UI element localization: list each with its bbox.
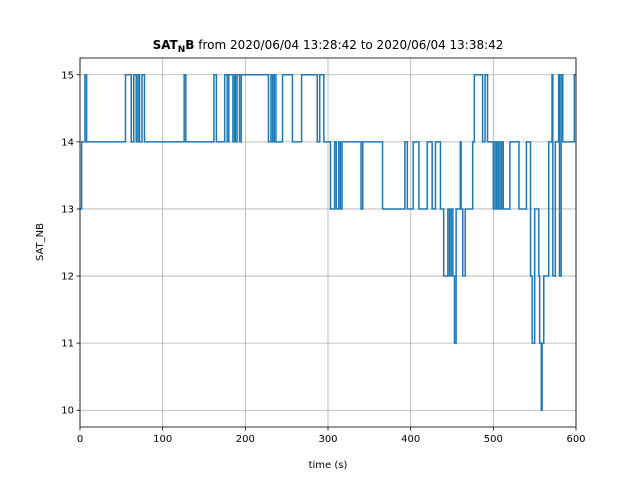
y-tick-label: 11	[61, 339, 74, 350]
x-tick-label: 600	[566, 434, 585, 445]
x-axis-label: time (s)	[309, 460, 348, 471]
title-subscript: N	[178, 45, 186, 55]
y-tick-label: 14	[61, 137, 74, 148]
y-tick-label: 12	[61, 272, 74, 283]
grid	[79, 58, 577, 427]
y-tick-label: 15	[61, 70, 74, 81]
y-tick-label: 13	[61, 204, 74, 215]
x-tick-label: 200	[236, 434, 255, 445]
series-line-sat-nb	[80, 74, 576, 411]
y-tick-label: 10	[61, 406, 74, 417]
title-bold-suffix: B	[185, 38, 194, 52]
x-tick-label: 300	[318, 434, 337, 445]
y-axis-label: SAT_NB	[35, 223, 46, 261]
x-tick-label: 0	[77, 434, 83, 445]
x-tick-label: 100	[153, 434, 172, 445]
title-bold-prefix: SAT	[153, 38, 179, 52]
x-tick-label: 400	[401, 434, 420, 445]
y-axis-ticks: 10 11 12 13 14 15	[61, 70, 80, 417]
chart-title: SATNB from 2020/06/04 13:28:42 to 2020/0…	[153, 38, 504, 55]
x-tick-label: 500	[484, 434, 503, 445]
x-axis-ticks: 0 100 200 300 400 500 600	[77, 427, 586, 445]
title-rest: from 2020/06/04 13:28:42 to 2020/06/04 1…	[194, 38, 503, 52]
